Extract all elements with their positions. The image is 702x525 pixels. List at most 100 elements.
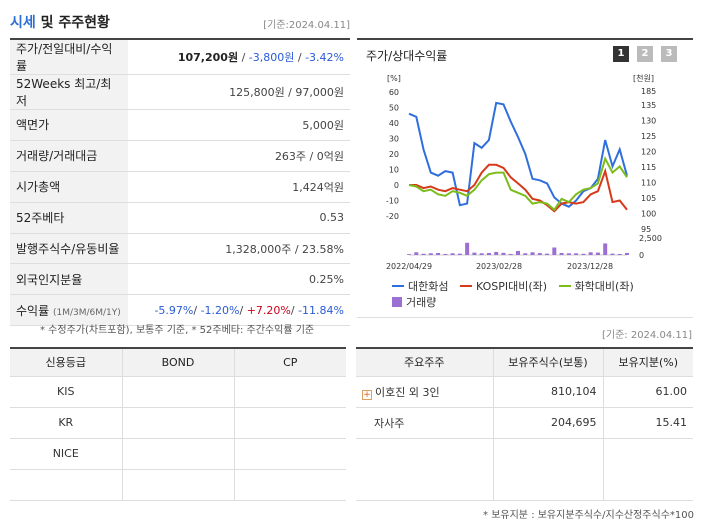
volume-bar xyxy=(552,247,557,255)
volume-bar xyxy=(603,243,608,255)
volume-bar xyxy=(436,252,441,255)
col-header: 보유지분(%) xyxy=(602,347,693,377)
volume-tick: 0 xyxy=(639,251,644,260)
reference-date-2: [기준: 2024.04.11] xyxy=(601,330,692,341)
x-tick-label: 2023/02/28 xyxy=(476,262,522,271)
y-tick-left: -20 xyxy=(386,212,399,221)
quote-label: 수익률 (1M/3M/6M/1Y) xyxy=(10,294,128,327)
volume-bar xyxy=(581,253,586,255)
volume-bar xyxy=(450,253,455,255)
y-tick-right: 115 xyxy=(641,163,656,172)
volume-bar xyxy=(479,253,484,255)
y-tick-left: 0 xyxy=(394,181,399,190)
col-header: 주요주주 xyxy=(356,347,493,377)
chart-period-button-2[interactable]: 2 xyxy=(637,46,653,62)
quote-value: 1,424억원 xyxy=(128,171,350,203)
volume-bar xyxy=(421,253,426,255)
table-row: + 이호진 외 3인 810,104 61.00 xyxy=(356,376,693,408)
quote-label: 52주베타 xyxy=(10,202,128,234)
chart-period-button-1[interactable]: 1 xyxy=(613,46,629,62)
volume-bar xyxy=(508,253,513,255)
y-tick-left: 30 xyxy=(389,135,399,144)
quote-value: 1,328,000주 / 23.58% xyxy=(128,233,350,265)
shareholder-name: 이호진 외 3인 xyxy=(375,385,440,399)
table-row: KR xyxy=(10,407,346,439)
col-header: 신용등급 xyxy=(10,347,122,377)
y-tick-left: 50 xyxy=(389,104,399,113)
volume-bar xyxy=(443,253,448,255)
quote-value: 125,800원 / 97,000원 xyxy=(128,74,350,110)
quote-row-price: 주가/전일대비/수익률 107,200원 / -3,800원 / -3.42% xyxy=(10,38,350,75)
y-axis-label-right: [천원] xyxy=(633,73,654,83)
reference-date: [기준:2024.04.11] xyxy=(263,20,350,31)
volume-bar xyxy=(501,252,506,255)
y-tick-right: 185 xyxy=(641,87,656,96)
y-tick-right: 100 xyxy=(641,210,656,219)
col-header: CP xyxy=(233,347,346,377)
col-header: 보유주식수(보통) xyxy=(492,347,603,377)
volume-bar xyxy=(545,253,550,255)
quote-value: 5,000원 xyxy=(128,109,350,141)
volume-bar xyxy=(588,252,593,255)
chart-period-button-3[interactable]: 3 xyxy=(661,46,677,62)
volume-bar xyxy=(523,253,528,255)
quote-value: 263주 / 0억원 xyxy=(128,140,350,172)
y-tick-left: 20 xyxy=(389,150,399,159)
quote-label: 52Weeks 최고/최저 xyxy=(10,74,128,110)
chart-title: 주가/상대수익률 xyxy=(366,49,448,63)
volume-bar xyxy=(457,253,462,255)
legend-item[interactable]: KOSPI대비(좌) xyxy=(459,278,547,294)
quote-value: 107,200원 / -3,800원 / -3.42% xyxy=(128,38,350,75)
volume-bar xyxy=(595,252,600,255)
x-tick-label: 2022/04/29 xyxy=(386,262,432,271)
col-header: BOND xyxy=(121,347,234,377)
volume-bar xyxy=(574,253,579,255)
quote-label: 액면가 xyxy=(10,109,128,141)
y-tick-right: 110 xyxy=(641,179,656,188)
legend-item[interactable]: 화학대비(좌) xyxy=(558,278,634,294)
y-tick-left: -10 xyxy=(386,197,399,206)
volume-bar xyxy=(566,253,571,255)
volume-bar xyxy=(428,253,433,255)
chart-panel xyxy=(357,38,693,318)
y-tick-right: 135 xyxy=(641,101,656,110)
y-tick-left: 60 xyxy=(389,88,399,97)
series-line-2 xyxy=(408,156,628,212)
volume-bar xyxy=(494,251,499,255)
volume-bar xyxy=(537,253,542,255)
volume-bar xyxy=(414,252,419,255)
quote-value-returns: -5.97%/ -1.20%/ +7.20%/ -11.84% xyxy=(128,294,350,327)
price-chart: [%] [천원] 185 60 135 50 130 40 125 30 120 20 115 10 110… xyxy=(386,73,662,271)
holders-footnote: * 보유지분 : 보유지분주식수/지수산정주식수*100 xyxy=(483,510,694,521)
shareholder-name: 자사주 xyxy=(356,407,493,439)
quote-label: 거래량/거래대금 xyxy=(10,140,128,172)
y-tick-left: 40 xyxy=(389,119,399,128)
volume-bar xyxy=(486,252,491,255)
quote-label: 시가총액 xyxy=(10,171,128,203)
volume-bar xyxy=(625,252,629,255)
legend-item[interactable]: 대한화섬 xyxy=(392,278,448,294)
quote-table: 주가/전일대비/수익률 107,200원 / -3,800원 / -3.42% … xyxy=(10,38,350,327)
volume-bar xyxy=(530,252,535,255)
y-axis-label-left: [%] xyxy=(387,74,401,83)
major-shareholders-table: 주요주주 보유주식수(보통) 보유지분(%) + 이호진 외 3인 810,104… xyxy=(356,347,693,501)
series-line-1 xyxy=(409,163,628,213)
y-tick-right: 120 xyxy=(641,148,656,157)
quote-value: 0.25% xyxy=(128,263,350,296)
legend-item[interactable]: 거래량 xyxy=(392,294,436,310)
volume-bar xyxy=(610,253,615,255)
quote-label: 발행주식수/유동비율 xyxy=(10,233,128,265)
y-tick-right: 130 xyxy=(641,117,656,126)
volume-bar xyxy=(465,242,470,255)
table-row: NICE xyxy=(10,438,346,470)
y-tick-left: 10 xyxy=(389,166,399,175)
quote-label: 주가/전일대비/수익률 xyxy=(10,38,128,75)
section-title: 시세 및 주주현황 xyxy=(10,15,110,31)
credit-rating-table: 신용등급 BOND CP KIS KR NICE xyxy=(10,347,346,501)
table-row xyxy=(356,438,693,501)
expand-icon[interactable]: + xyxy=(362,389,372,400)
volume-bar xyxy=(407,254,411,255)
x-tick-label: 2023/12/28 xyxy=(567,262,613,271)
quote-value: 0.53 xyxy=(128,202,350,234)
y-tick-right: 105 xyxy=(641,194,656,203)
